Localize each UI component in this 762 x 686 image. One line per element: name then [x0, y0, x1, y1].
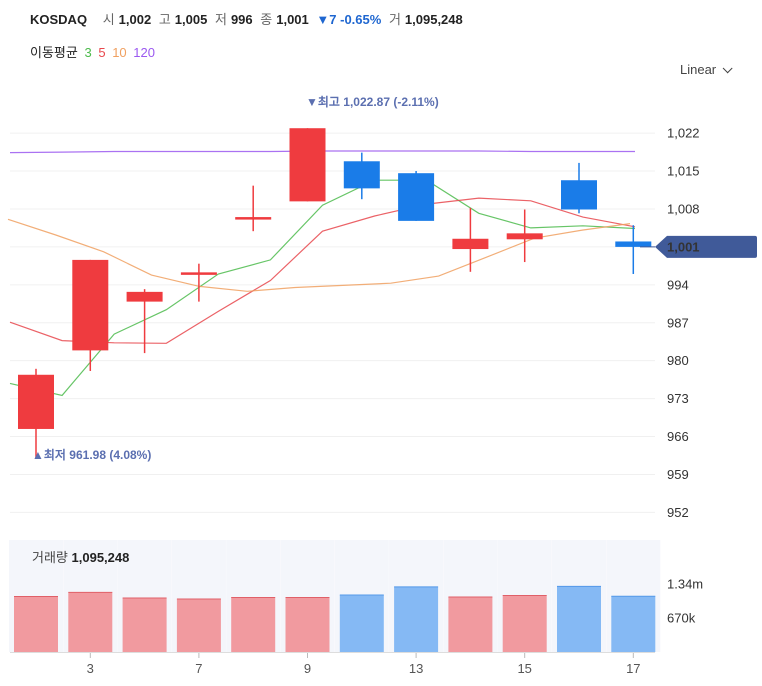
y-tick-label: 1,015 [667, 164, 700, 179]
x-tick-label: 9 [304, 661, 311, 676]
last-price-value: 1,001 [667, 239, 700, 254]
quote-header: KOSDAQ 시 1,002 고 1,005 저 996 종 1,001 ▼7 -0.6… [30, 9, 467, 28]
ma-line-3 [9, 179, 636, 397]
high-annotation: ▼최고 1,022.87 (-2.11%) [306, 94, 439, 109]
volume-tick-label: 670k [667, 610, 696, 625]
candle-body [452, 238, 489, 250]
y-tick-label: 980 [667, 353, 689, 368]
scale-select-value: Linear [680, 62, 717, 77]
volume-panel-title: 거래량 [32, 550, 68, 565]
change-value: ▼7 -0.65% [316, 12, 382, 27]
ma-120-label[interactable]: 120 [133, 45, 155, 60]
volume-bar [448, 597, 493, 652]
x-tick-label: 13 [409, 661, 423, 676]
candle-body [343, 161, 380, 189]
volume-label: 거 [388, 12, 401, 27]
volume-tick-label: 1.34m [667, 576, 703, 591]
ma-legend-title: 이동평균 [30, 45, 78, 60]
volume-bar [68, 592, 113, 652]
open-value: 1,002 [118, 12, 152, 27]
ma-line-5 [9, 197, 636, 344]
x-tick-label: 7 [195, 661, 202, 676]
y-tick-label: 952 [667, 505, 689, 520]
low-value: 996 [230, 12, 253, 27]
open-label: 시 [102, 12, 115, 27]
candle-body [235, 217, 272, 220]
volume-panel-value: 1,095,248 [71, 550, 130, 565]
low-annotation: ▲최저 961.98 (4.08%) [32, 447, 151, 462]
y-tick-label: 987 [667, 315, 689, 330]
volume-bar [285, 597, 330, 652]
candle-body [126, 291, 163, 302]
scale-select[interactable]: Linear [680, 62, 733, 77]
candle-body [180, 272, 217, 275]
close-value: 1,001 [276, 12, 309, 27]
candle-body [289, 128, 326, 202]
y-tick-label: 994 [667, 277, 689, 292]
symbol-name: KOSDAQ [30, 12, 88, 27]
volume-bar [557, 586, 601, 652]
candle-body [615, 241, 652, 247]
y-tick-label: 966 [667, 429, 689, 444]
x-tick-label: 17 [626, 661, 640, 676]
high-label: 고 [158, 12, 171, 27]
moving-average-legend: 이동평균 3 5 10 120 [30, 42, 158, 61]
candle-body [398, 173, 435, 221]
ma-3-label[interactable]: 3 [84, 45, 92, 60]
y-tick-label: 973 [667, 391, 689, 406]
close-label: 종 [260, 12, 273, 27]
candle-body [561, 180, 597, 210]
volume-value: 1,095,248 [404, 12, 463, 27]
x-tick-label: 3 [87, 661, 94, 676]
low-label: 저 [214, 12, 227, 27]
volume-bar [394, 586, 439, 652]
last-price-tag [655, 235, 757, 258]
ma-line-10 [7, 218, 631, 292]
volume-bar [14, 596, 58, 652]
x-tick-label: 15 [517, 661, 531, 676]
ma-10-label[interactable]: 10 [112, 45, 127, 60]
y-tick-label: 959 [667, 467, 689, 482]
y-tick-label: 1,022 [667, 126, 700, 141]
volume-bar [502, 595, 547, 652]
ma-5-label[interactable]: 5 [98, 45, 106, 60]
volume-bar [122, 598, 167, 652]
volume-bar [339, 594, 384, 652]
y-tick-label: 1,008 [667, 201, 700, 216]
high-value: 1,005 [174, 12, 208, 27]
candle-body [72, 259, 109, 351]
volume-bar [611, 596, 656, 652]
volume-panel-label: 거래량 1,095,248 [32, 547, 129, 566]
candle-body [506, 233, 543, 240]
volume-bar [231, 597, 276, 652]
volume-bar [176, 599, 221, 652]
candle-body [18, 374, 54, 429]
